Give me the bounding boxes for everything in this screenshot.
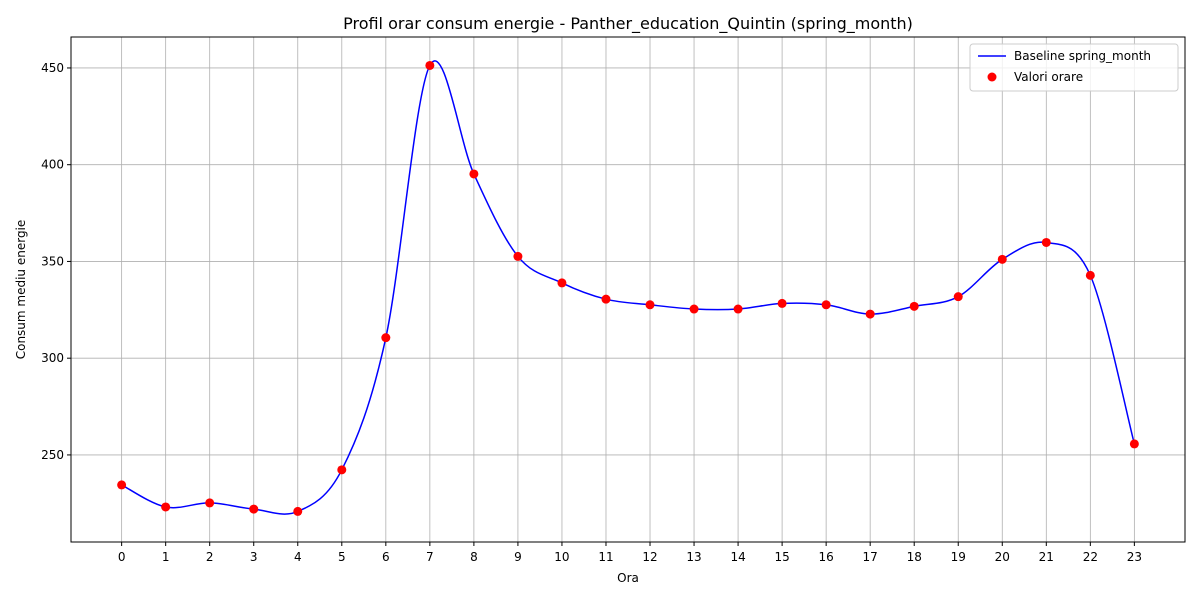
x-tick-label: 21 xyxy=(1039,550,1054,564)
plot-frame xyxy=(70,36,1186,543)
y-tick-label: 450 xyxy=(41,61,64,75)
y-tick-label: 250 xyxy=(41,448,64,462)
x-tick-label: 18 xyxy=(907,550,922,564)
legend-point-marker xyxy=(987,72,997,82)
hourly-point xyxy=(645,300,655,310)
x-tick-label: 14 xyxy=(730,550,745,564)
hourly-point xyxy=(381,333,391,343)
hourly-point xyxy=(205,498,215,508)
x-tick-label: 12 xyxy=(642,550,657,564)
hourly-point xyxy=(469,169,479,179)
hourly-point xyxy=(909,301,919,311)
x-axis-label: Ora xyxy=(617,571,639,585)
hourly-point xyxy=(293,506,303,516)
x-tick-label: 8 xyxy=(470,550,478,564)
x-tick-label: 2 xyxy=(206,550,214,564)
hourly-point xyxy=(601,294,611,304)
x-tick-label: 11 xyxy=(598,550,613,564)
hourly-point xyxy=(513,251,523,261)
hourly-point xyxy=(953,292,963,302)
hourly-points xyxy=(117,60,1139,516)
y-axis-label: Consum mediu energie xyxy=(14,220,28,360)
x-tick-label: 15 xyxy=(774,550,789,564)
y-ticks: 250 300 350 400 450 xyxy=(41,61,71,462)
hourly-point xyxy=(425,60,435,70)
x-tick-label: 20 xyxy=(995,550,1010,564)
x-tick-label: 4 xyxy=(294,550,302,564)
x-tick-label: 6 xyxy=(382,550,390,564)
x-tick-label: 19 xyxy=(951,550,966,564)
hourly-point xyxy=(117,480,127,490)
x-tick-label: 7 xyxy=(426,550,434,564)
chart-title: Profil orar consum energie - Panther_edu… xyxy=(343,14,913,34)
hourly-point xyxy=(557,278,567,288)
hourly-point xyxy=(337,465,347,475)
x-ticks: 0 1 2 3 4 5 6 7 8 9 10 11 12 13 14 15 16 17 18 19 20 21 22 23 xyxy=(118,542,1142,564)
legend-label-points: Valori orare xyxy=(1014,70,1083,84)
x-tick-label: 10 xyxy=(554,550,569,564)
baseline-line xyxy=(121,60,1136,515)
hourly-point xyxy=(161,502,171,512)
x-tick-label: 9 xyxy=(514,550,522,564)
x-tick-label: 13 xyxy=(686,550,701,564)
x-tick-label: 3 xyxy=(250,550,258,564)
legend-label-baseline: Baseline spring_month xyxy=(1014,49,1151,63)
hourly-point xyxy=(249,504,259,514)
legend: Baseline spring_month Valori orare xyxy=(969,43,1179,92)
x-tick-label: 23 xyxy=(1127,550,1142,564)
hourly-point xyxy=(1129,439,1139,449)
y-tick-label: 300 xyxy=(41,351,64,365)
hourly-point xyxy=(733,304,743,314)
x-tick-label: 0 xyxy=(118,550,126,564)
hourly-point xyxy=(1085,270,1095,280)
x-tick-label: 16 xyxy=(819,550,834,564)
hourly-point xyxy=(1041,237,1051,247)
hourly-point xyxy=(689,304,699,314)
hourly-point xyxy=(865,309,875,319)
x-tick-label: 1 xyxy=(162,550,170,564)
x-tick-label: 22 xyxy=(1083,550,1098,564)
baseline-series xyxy=(121,60,1136,515)
x-tick-label: 5 xyxy=(338,550,346,564)
hourly-point xyxy=(821,300,831,310)
grid xyxy=(71,37,1185,542)
hourly-point xyxy=(997,254,1007,264)
hourly-point xyxy=(777,298,787,308)
y-tick-label: 350 xyxy=(41,254,64,268)
legend-box xyxy=(969,43,1179,92)
y-tick-label: 400 xyxy=(41,158,64,172)
x-tick-label: 17 xyxy=(863,550,878,564)
